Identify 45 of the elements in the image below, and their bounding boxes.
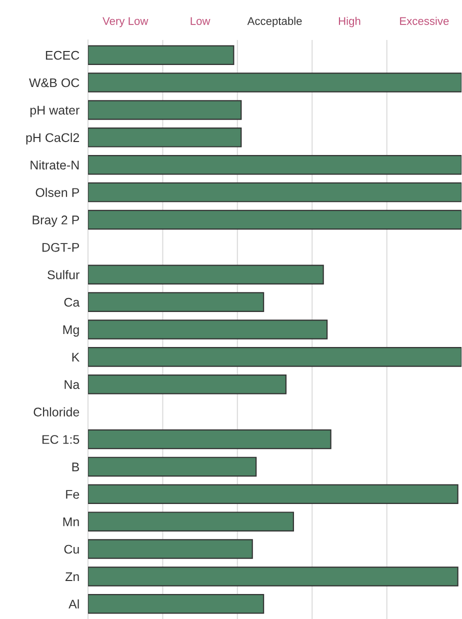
bar xyxy=(88,100,242,120)
y-tick-label: Fe xyxy=(66,490,80,499)
bar xyxy=(88,512,294,532)
bar xyxy=(88,539,253,559)
bar xyxy=(88,456,257,477)
text: Excessive xyxy=(400,16,449,25)
bar xyxy=(88,182,462,202)
bar xyxy=(88,429,332,450)
y-tick-label: EC 1:5 xyxy=(42,435,80,444)
bar xyxy=(88,320,328,340)
y-tick-label: Mn xyxy=(63,518,79,526)
y-tick-label: pH water xyxy=(30,106,80,118)
y-tick-label: W&B OC xyxy=(29,78,80,88)
bar xyxy=(88,154,462,175)
y-tick-label: Zn xyxy=(65,572,79,581)
y-tick-label: Olsen P xyxy=(36,188,80,197)
y-tick-label: ECEC xyxy=(46,50,80,60)
y-tick-label: Mg xyxy=(63,325,79,337)
y-tick-label: Sulfur xyxy=(48,270,80,280)
bar xyxy=(88,264,324,285)
bar xyxy=(88,566,458,586)
y-tick-label: Chloride xyxy=(34,407,80,416)
bar xyxy=(88,292,264,312)
text: Low xyxy=(190,17,210,25)
bar xyxy=(88,45,234,65)
y-tick-label: Na xyxy=(64,380,80,390)
bar xyxy=(88,210,462,230)
y-tick-label: Nitrate-N xyxy=(30,160,79,170)
y-tick-label: DGT-P xyxy=(42,242,80,252)
y-tick-label: K xyxy=(72,352,80,362)
text: Acceptable xyxy=(247,16,302,28)
text: High xyxy=(338,16,360,28)
bar xyxy=(88,347,462,367)
bar xyxy=(88,484,458,504)
y-tick-label: Cu xyxy=(64,544,79,554)
bar xyxy=(88,594,264,614)
y-tick-label: pH CaCl2 xyxy=(26,132,80,145)
text: Very Low xyxy=(102,17,148,28)
bar xyxy=(88,72,462,92)
y-tick-label: Bray 2 P xyxy=(32,216,80,227)
bar xyxy=(88,128,242,148)
bar xyxy=(88,374,287,394)
y-tick-label: Ca xyxy=(64,298,80,307)
y-tick-label: Al xyxy=(68,599,79,608)
y-tick-label: B xyxy=(72,462,80,472)
